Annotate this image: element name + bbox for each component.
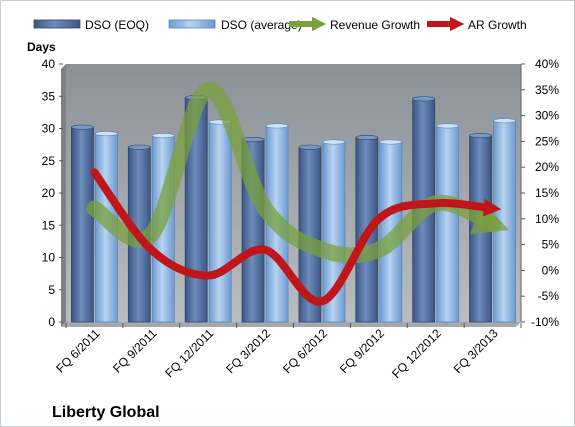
legend-item-dso-average: DSO (average) (168, 18, 302, 32)
legend-label-revenue-growth: Revenue Growth (330, 18, 420, 32)
bar-top-dso-eoq (355, 135, 379, 141)
left-tick-label: 10 (42, 251, 56, 265)
bar-dso-average (208, 121, 232, 323)
x-tick-label: FQ 9/2011 (110, 326, 160, 376)
legend-label-dso-eoq: DSO (EOQ) (85, 18, 149, 32)
bar-top-dso-average (265, 123, 289, 129)
chart-title: Liberty Global (52, 404, 160, 421)
x-tick-label: FQ 3/2012 (223, 326, 273, 376)
legend-swatch-dso-eoq (33, 19, 81, 29)
bar-top-dso-average (322, 139, 346, 145)
legend: DSO (EOQ) DSO (average) Revenue Growth A… (33, 16, 527, 32)
right-tick-label: 30% (535, 109, 559, 123)
left-tick-label: 5 (48, 283, 55, 297)
legend-item-ar-growth: AR Growth (427, 16, 527, 32)
bar-top-dso-eoq (71, 124, 94, 130)
x-tick-label: FQ 9/2012 (337, 326, 387, 376)
left-tick-label: 35 (42, 89, 56, 103)
bar-top-dso-eoq (298, 144, 322, 150)
bar-top-dso-average (493, 118, 516, 124)
bar-dso-average (436, 125, 460, 323)
left-tick-label: 30 (42, 122, 56, 136)
y-axis-label: Days (27, 40, 56, 54)
legend-swatch-dso-average (168, 19, 216, 29)
x-tick-label: FQ 3/2013 (451, 326, 501, 376)
left-tick-label: 40 (42, 57, 56, 71)
legend-item-dso-eoq: DSO (EOQ) (33, 18, 149, 32)
left-tick-label: 20 (42, 186, 56, 200)
left-tick-label: 25 (42, 154, 56, 168)
legend-label-ar-growth: AR Growth (468, 18, 527, 32)
bar-top-dso-average (152, 133, 175, 139)
line-revenue-growth (86, 81, 510, 264)
x-tick-label: FQ 6/2012 (280, 326, 330, 376)
bar-top-dso-average (436, 123, 459, 129)
right-tick-label: 10% (535, 212, 559, 226)
plot-floor (61, 322, 521, 327)
left-tick-label: 15 (42, 218, 56, 232)
line-ar-growth (90, 168, 502, 306)
x-tick-label: FQ 6/2011 (53, 326, 103, 376)
bar-top-dso-eoq (128, 144, 151, 150)
x-tick-label: FQ 12/2011 (162, 326, 216, 380)
legend-item-revenue-growth: Revenue Growth (289, 16, 420, 32)
right-tick-label: -10% (531, 315, 559, 329)
bar-top-dso-average (379, 139, 403, 145)
left-axis-ticks: 0 5 10 15 20 25 30 35 40 (42, 57, 63, 329)
bar-top-dso-average (95, 131, 118, 137)
right-tick-label: 40% (535, 57, 559, 71)
right-tick-label: -5% (538, 289, 560, 303)
lines-group (86, 81, 510, 306)
right-tick-label: 5% (542, 238, 560, 252)
bar-dso-eoq (71, 126, 94, 323)
left-tick-label: 0 (48, 315, 55, 329)
right-tick-label: 20% (535, 160, 559, 174)
bar-top-dso-eoq (412, 96, 435, 102)
right-tick-label: 35% (535, 83, 559, 97)
right-tick-label: 0% (542, 263, 560, 277)
right-axis-ticks: -10% -5% 0% 5% 10% 15% 20% 25% 30% 35% 40% (520, 57, 560, 329)
right-tick-label: 15% (535, 186, 559, 200)
plot-side-wall (61, 64, 66, 327)
x-axis-ticks: FQ 6/2011 FQ 9/2011 FQ 12/2011 FQ 3/2012 FQ … (53, 323, 522, 381)
right-tick-label: 25% (535, 134, 559, 148)
bar-top-dso-eoq (469, 133, 492, 139)
legend-label-dso-average: DSO (average) (221, 18, 302, 32)
x-tick-label: FQ 12/2012 (389, 326, 444, 381)
